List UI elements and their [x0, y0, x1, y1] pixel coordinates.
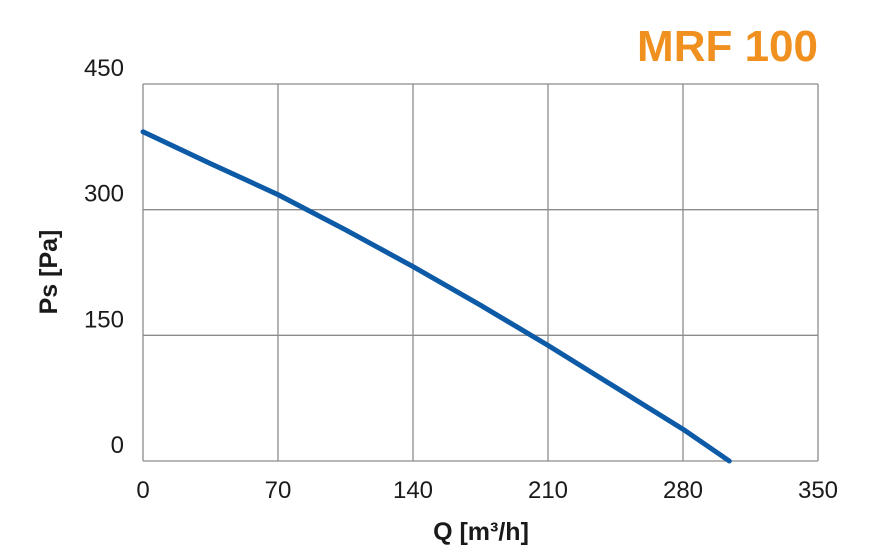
x-axis-title: Q [m³/h] [433, 518, 529, 546]
x-tick-label-1: 70 [265, 477, 292, 504]
y-tick-label-2: 300 [84, 181, 124, 208]
y-axis-title: Ps [Pa] [35, 230, 63, 315]
x-tick-label-0: 0 [136, 477, 149, 504]
y-tick-label-3: 450 [84, 55, 124, 82]
x-tick-label-4: 280 [663, 477, 703, 504]
grid-lines [142, 83, 819, 462]
series-line-0 [140, 129, 732, 464]
x-tick-labels: 0 70 140 210 280 350 [136, 477, 838, 504]
x-tick-label-3: 210 [528, 477, 568, 504]
y-tick-label-1: 150 [84, 306, 124, 333]
chart-title: MRF 100 [637, 22, 818, 71]
x-tick-label-2: 140 [393, 477, 433, 504]
y-tick-label-0: 0 [111, 432, 124, 459]
series-layer [140, 129, 732, 464]
y-tick-labels: 0 150 300 450 [84, 55, 124, 459]
x-tick-label-5: 350 [798, 477, 838, 504]
